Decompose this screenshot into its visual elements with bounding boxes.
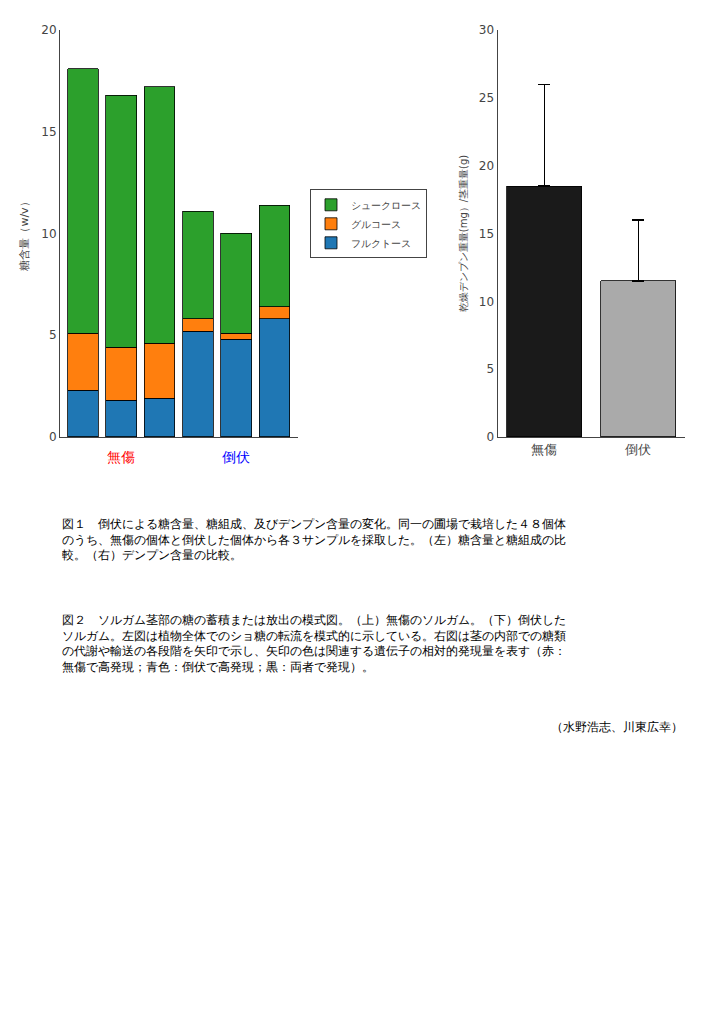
svg-text:20: 20 bbox=[479, 159, 494, 173]
svg-text:グルコース: グルコース bbox=[351, 219, 401, 230]
svg-text:糖含量（w/v）: 糖含量（w/v） bbox=[18, 196, 31, 270]
svg-text:10: 10 bbox=[479, 295, 494, 309]
svg-text:25: 25 bbox=[479, 91, 494, 105]
svg-text:（水野浩志、川東広幸）: （水野浩志、川東広幸） bbox=[551, 720, 683, 734]
svg-text:0: 0 bbox=[49, 430, 57, 444]
svg-text:シュークロース: シュークロース bbox=[351, 200, 421, 211]
svg-text:15: 15 bbox=[479, 227, 494, 241]
svg-text:無傷: 無傷 bbox=[107, 449, 135, 465]
svg-text:無傷: 無傷 bbox=[531, 442, 557, 457]
svg-text:乾燥デンプン重量(mg）/茎重量(g): 乾燥デンプン重量(mg）/茎重量(g) bbox=[459, 155, 470, 313]
svg-text:5: 5 bbox=[49, 328, 57, 342]
svg-text:10: 10 bbox=[41, 227, 56, 241]
svg-text:倒伏: 倒伏 bbox=[222, 449, 250, 465]
svg-text:15: 15 bbox=[41, 125, 56, 139]
svg-text:20: 20 bbox=[41, 23, 56, 37]
svg-text:図２ ソルガム茎部の糖の蓄積または放出の模式図。（上）無傷の: 図２ ソルガム茎部の糖の蓄積または放出の模式図。（上）無傷のソルガム。（下）倒伏… bbox=[62, 613, 566, 674]
svg-text:倒伏: 倒伏 bbox=[625, 442, 651, 457]
svg-text:図１ 倒伏による糖含量、糖組成、及びデンプン含量の変化。同一: 図１ 倒伏による糖含量、糖組成、及びデンプン含量の変化。同一の圃場で栽培した４８… bbox=[62, 517, 566, 562]
svg-text:フルクトース: フルクトース bbox=[351, 238, 411, 249]
svg-text:5: 5 bbox=[486, 362, 494, 376]
svg-text:30: 30 bbox=[479, 23, 494, 37]
svg-text:0: 0 bbox=[486, 430, 494, 444]
